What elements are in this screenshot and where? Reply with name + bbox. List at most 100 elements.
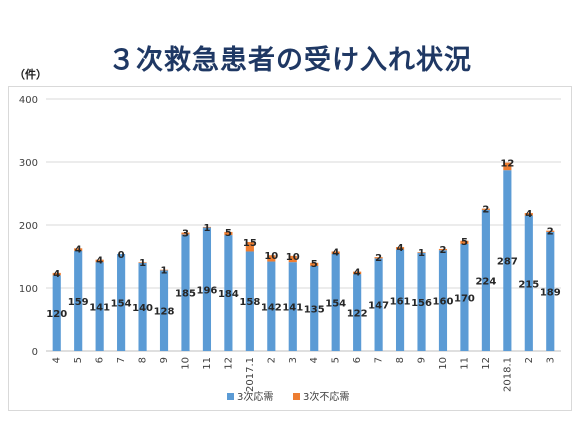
data-label-declined: 4 — [525, 209, 532, 220]
x-tick-label: 12 — [481, 357, 492, 370]
bar-accepted-10 — [267, 261, 276, 351]
data-label-declined: 4 — [96, 256, 103, 267]
bar-declined-15 — [374, 257, 383, 259]
data-label-declined: 4 — [397, 243, 404, 254]
bar-declined-13 — [331, 251, 340, 254]
data-label-declined: 5 — [311, 259, 318, 270]
gridlines — [46, 98, 561, 352]
data-label-accepted: 142 — [261, 302, 282, 313]
data-label-accepted: 135 — [304, 304, 325, 315]
x-tick-label: 7 — [116, 357, 127, 363]
data-label-accepted: 128 — [154, 307, 175, 318]
bar-declined-12 — [310, 262, 319, 266]
bar-declined-1 — [74, 248, 83, 251]
x-tick-label: 5 — [73, 357, 84, 363]
bar-accepted-18 — [438, 250, 448, 351]
legend-label-0: 3次応需 — [237, 390, 273, 403]
x-tick-label: 3 — [288, 357, 299, 363]
x-tick-label: 6 — [352, 357, 363, 363]
bar-accepted-2 — [95, 262, 104, 351]
bar-accepted-0 — [52, 275, 61, 351]
data-label-accepted: 170 — [454, 293, 475, 304]
data-label-accepted: 189 — [540, 287, 561, 298]
data-label-accepted: 154 — [111, 298, 132, 309]
x-tick-label: 11 — [202, 357, 213, 370]
bar-declined-7 — [202, 226, 212, 228]
data-label-declined: 4 — [332, 247, 339, 258]
data-label-accepted: 184 — [218, 289, 239, 300]
x-tick-label: 11 — [459, 357, 470, 370]
bar-accepted-15 — [374, 258, 383, 351]
bar-declined-22 — [524, 213, 533, 216]
bar-accepted-6 — [181, 234, 190, 351]
bar-accepted-4 — [138, 262, 147, 351]
data-label-accepted: 287 — [497, 257, 518, 268]
data-label-accepted: 141 — [89, 303, 110, 314]
y-tick-label: 100 — [19, 284, 38, 295]
data-label-accepted: 122 — [347, 309, 368, 320]
bar-declined-14 — [353, 271, 362, 275]
x-tick-label: 2 — [524, 357, 535, 363]
x-tick-label: 4 — [309, 357, 320, 363]
bar-accepted-20 — [481, 209, 490, 351]
data-label-accepted: 224 — [475, 276, 496, 287]
data-labels: 1204159414141540140112811853196118451581… — [46, 159, 560, 321]
x-tick-label: 5 — [331, 357, 342, 363]
data-label-declined: 4 — [53, 269, 60, 280]
bar-declined-18 — [438, 248, 448, 251]
bar-declined-10 — [267, 255, 276, 262]
x-tick-label: 8 — [395, 357, 406, 363]
data-label-accepted: 156 — [411, 298, 432, 309]
data-label-accepted: 196 — [197, 285, 218, 296]
data-label-declined: 4 — [354, 268, 361, 279]
data-label-accepted: 154 — [325, 298, 346, 309]
data-label-declined: 4 — [75, 244, 82, 255]
bar-accepted-9 — [245, 251, 254, 351]
bar-declined-16 — [395, 247, 405, 250]
x-tick-label: 2 — [266, 357, 277, 363]
x-axis-ticks: 4 5 6 7 8 9 10 11 12 2017.1 2 3 4 5 6 7 8 9 10 11 12 2018.1 2 3 — [52, 357, 557, 392]
x-tick-label: 8 — [138, 357, 149, 363]
data-label-declined: 5 — [461, 237, 468, 248]
bar-accepted-21 — [503, 170, 512, 351]
data-label-declined: 1 — [203, 223, 210, 234]
legend-swatch-0 — [227, 393, 234, 400]
x-tick-label: 3 — [545, 357, 556, 363]
bars — [52, 162, 555, 351]
data-label-accepted: 185 — [175, 289, 196, 300]
y-axis-unit-label: （件） — [14, 68, 47, 81]
x-tick-label: 9 — [417, 357, 428, 363]
bar-accepted-22 — [524, 215, 533, 351]
bar-accepted-8 — [224, 235, 233, 351]
x-tick-label: 7 — [374, 357, 385, 363]
bar-declined-5 — [159, 269, 169, 271]
data-label-accepted: 158 — [239, 297, 260, 308]
bar-accepted-14 — [353, 274, 362, 351]
data-label-declined: 1 — [418, 248, 425, 259]
data-label-accepted: 141 — [282, 303, 303, 314]
data-label-declined: 1 — [139, 258, 146, 269]
data-label-declined: 10 — [286, 252, 300, 263]
bar-declined-21 — [503, 162, 512, 171]
data-label-accepted: 215 — [518, 279, 539, 290]
bar-accepted-5 — [159, 270, 169, 351]
bar-declined-20 — [481, 208, 490, 210]
bar-accepted-13 — [331, 253, 340, 351]
data-label-accepted: 159 — [68, 297, 89, 308]
bar-declined-19 — [460, 240, 469, 244]
bar-accepted-23 — [546, 231, 555, 351]
bar-accepted-7 — [202, 227, 212, 351]
data-label-declined: 5 — [225, 228, 232, 239]
bar-accepted-16 — [395, 249, 405, 351]
y-tick-label: 400 — [19, 95, 38, 106]
data-label-declined: 3 — [182, 229, 189, 240]
data-label-declined: 12 — [500, 159, 514, 170]
data-label-declined: 10 — [264, 251, 278, 262]
data-label-declined: 2 — [375, 253, 382, 264]
x-tick-label: 10 — [180, 357, 191, 370]
data-label-declined: 0 — [118, 250, 125, 261]
x-tick-label: 9 — [159, 357, 170, 363]
legend-swatch-1 — [293, 393, 300, 400]
chart-area: 0 100 200 300 400 120 4 159 4 141 4 154 0 140 1 128 1 18… — [8, 86, 572, 411]
data-label-accepted: 160 — [433, 297, 454, 308]
